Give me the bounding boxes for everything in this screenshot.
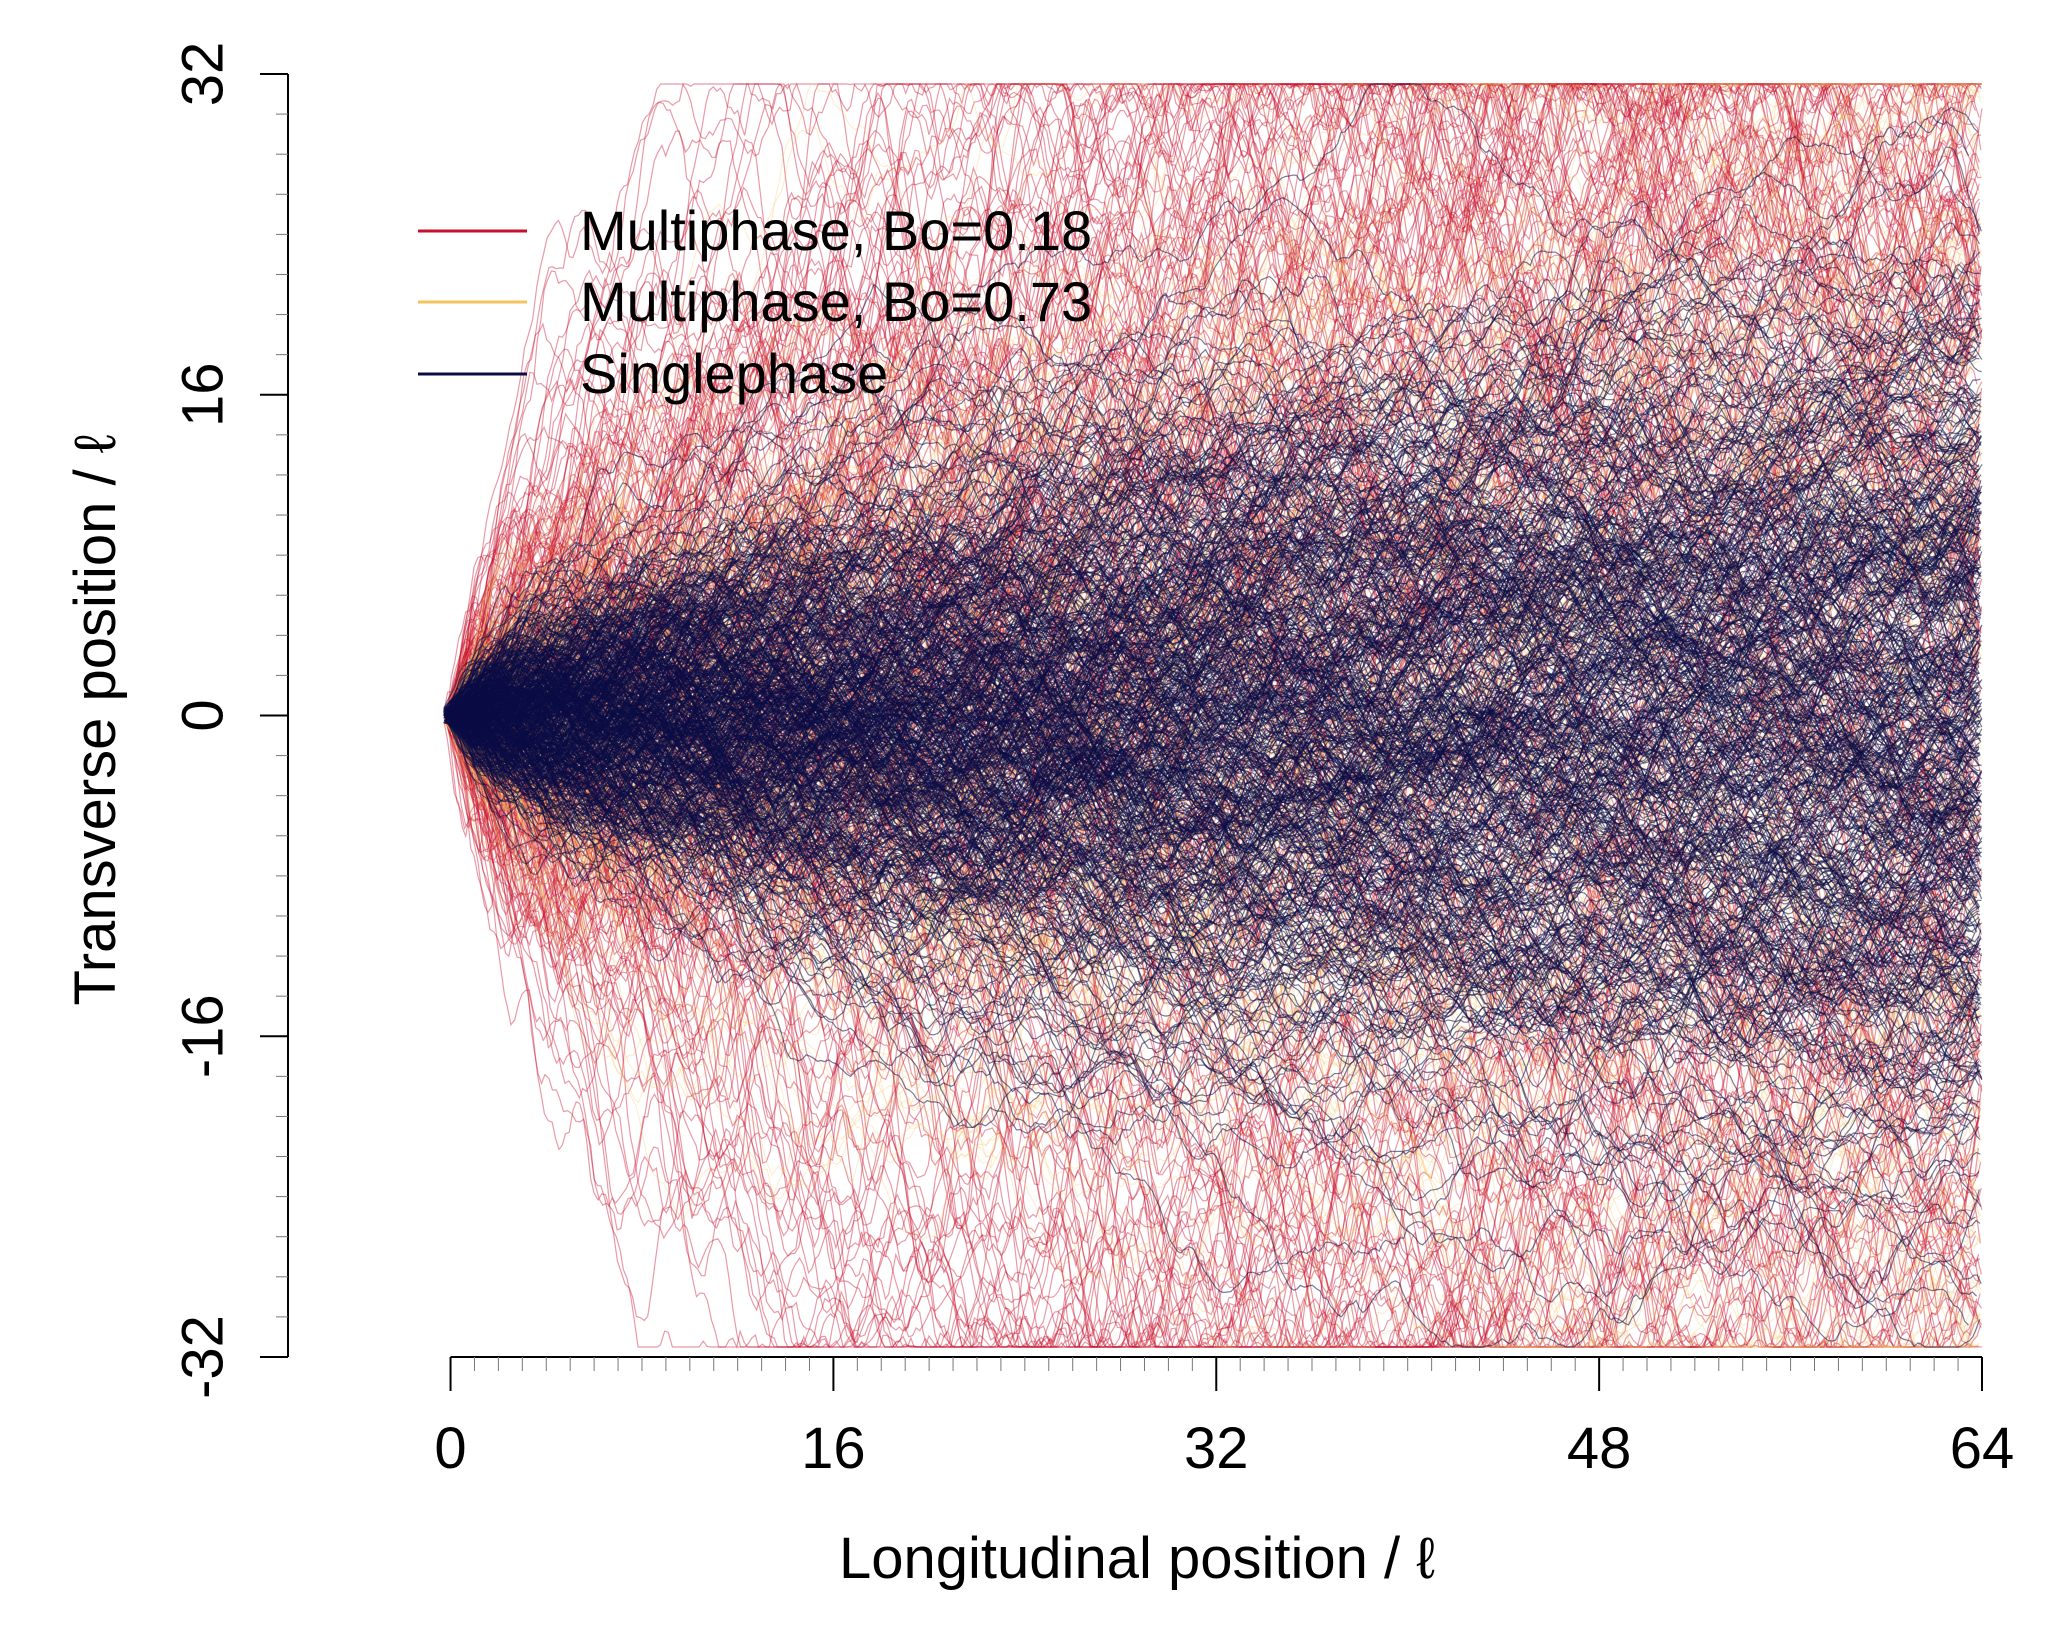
- x-tick-label: 16: [801, 1416, 866, 1481]
- y-tick-label: 16: [170, 362, 235, 427]
- x-tick-label: 0: [434, 1416, 466, 1481]
- x-tick-label: 48: [1567, 1416, 1632, 1481]
- y-tick-label: -16: [170, 994, 235, 1078]
- legend-label-singlephase: Singlephase: [580, 342, 888, 405]
- x-tick-label: 32: [1184, 1416, 1249, 1481]
- x-axis-label: Longitudinal position / ℓ: [839, 1526, 1435, 1591]
- y-tick-label: -32: [170, 1315, 235, 1399]
- y-axis-label: Transverse position / ℓ: [63, 434, 128, 1005]
- y-tick-label: 32: [170, 42, 235, 107]
- legend-label-bo018: Multiphase, Bo=0.18: [580, 199, 1092, 262]
- y-tick-label: 0: [170, 699, 235, 731]
- x-ticks: 0 16 32 48 64: [434, 1357, 2014, 1481]
- legend-label-bo073: Multiphase, Bo=0.73: [580, 270, 1092, 333]
- y-ticks: -32 -16 0 16 32: [170, 42, 288, 1399]
- x-tick-label: 64: [1950, 1416, 2015, 1481]
